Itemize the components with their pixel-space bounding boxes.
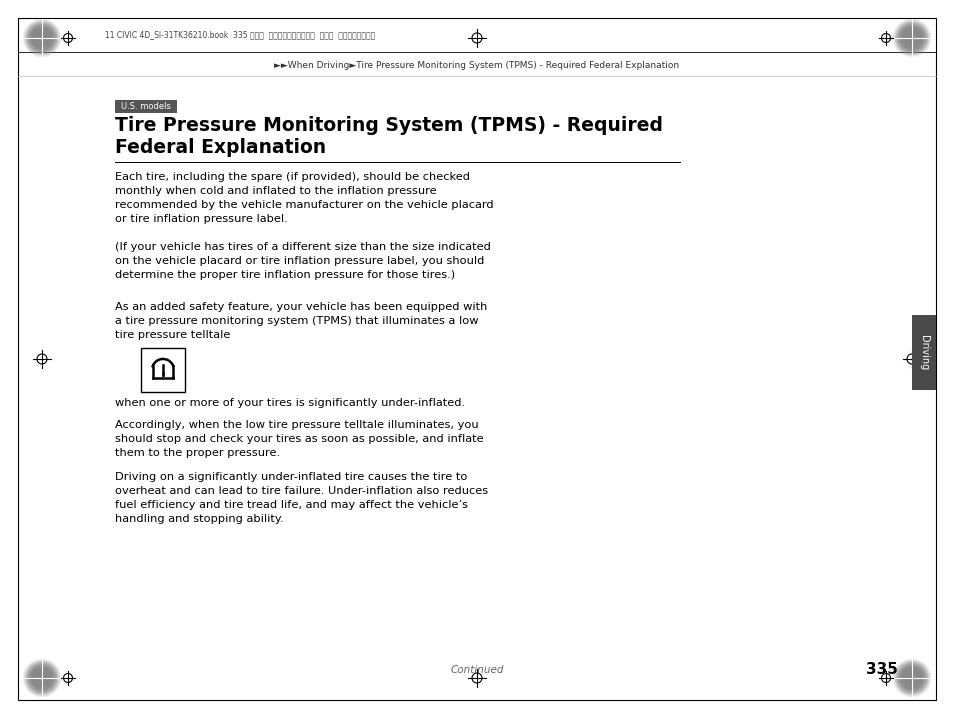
Circle shape: [893, 20, 929, 56]
Circle shape: [900, 667, 922, 689]
Bar: [141, 348, 185, 392]
Circle shape: [902, 29, 920, 46]
Circle shape: [894, 661, 928, 695]
Text: ►►When Driving►Tire Pressure Monitoring System (TPMS) - Required Federal Explana: ►►When Driving►Tire Pressure Monitoring …: [274, 60, 679, 70]
Circle shape: [23, 19, 61, 57]
Circle shape: [906, 673, 916, 683]
Circle shape: [37, 673, 47, 683]
Circle shape: [895, 662, 927, 694]
Circle shape: [35, 671, 49, 684]
Circle shape: [29, 664, 55, 691]
Circle shape: [902, 669, 921, 687]
Circle shape: [25, 21, 59, 55]
Text: Federal Explanation: Federal Explanation: [115, 138, 326, 157]
Circle shape: [30, 666, 54, 691]
Circle shape: [28, 663, 56, 693]
Circle shape: [24, 20, 60, 56]
Circle shape: [900, 27, 922, 49]
Text: As an added safety feature, your vehicle has been equipped with
a tire pressure : As an added safety feature, your vehicle…: [115, 302, 487, 340]
Circle shape: [906, 33, 916, 42]
Text: Tire Pressure Monitoring System (TPMS) - Required: Tire Pressure Monitoring System (TPMS) -…: [115, 116, 662, 135]
Text: 11 CIVIC 4D_SI-31TK36210.book  335 ページ  ２０１４年１月３０日  木曜日  午後１２時１８分: 11 CIVIC 4D_SI-31TK36210.book 335 ページ ２０…: [105, 30, 375, 39]
Circle shape: [40, 36, 44, 40]
Circle shape: [894, 21, 928, 55]
Circle shape: [903, 671, 919, 686]
Circle shape: [904, 671, 918, 684]
Circle shape: [30, 25, 54, 51]
Circle shape: [902, 670, 920, 686]
Circle shape: [36, 32, 48, 44]
Circle shape: [897, 663, 925, 693]
Circle shape: [899, 666, 923, 691]
Text: Each tire, including the spare (if provided), should be checked
monthly when col: Each tire, including the spare (if provi…: [115, 172, 493, 224]
Circle shape: [898, 24, 924, 52]
Circle shape: [34, 31, 50, 45]
Circle shape: [30, 666, 53, 690]
Circle shape: [33, 670, 51, 686]
Circle shape: [902, 29, 921, 47]
Circle shape: [31, 28, 52, 48]
Circle shape: [893, 660, 929, 696]
Circle shape: [35, 32, 49, 45]
Circle shape: [26, 662, 58, 694]
Circle shape: [30, 26, 53, 50]
Text: (If your vehicle has tires of a different size than the size indicated
on the ve: (If your vehicle has tires of a differen…: [115, 242, 491, 280]
Circle shape: [905, 32, 917, 44]
Circle shape: [908, 35, 914, 41]
Circle shape: [903, 31, 919, 45]
Text: when one or more of your tires is significantly under-inflated.: when one or more of your tires is signif…: [115, 398, 465, 408]
Circle shape: [898, 664, 924, 691]
Circle shape: [36, 673, 48, 684]
Circle shape: [896, 663, 926, 694]
Circle shape: [34, 671, 50, 686]
Circle shape: [901, 28, 922, 48]
Circle shape: [907, 34, 915, 42]
Text: Accordingly, when the low tire pressure telltale illuminates, you
should stop an: Accordingly, when the low tire pressure …: [115, 420, 483, 458]
Text: Driving: Driving: [918, 335, 928, 370]
Circle shape: [28, 24, 56, 52]
Circle shape: [892, 19, 930, 57]
Circle shape: [29, 24, 55, 52]
Circle shape: [37, 33, 47, 42]
Bar: [911, 315, 935, 390]
Circle shape: [26, 22, 58, 55]
Circle shape: [39, 35, 45, 41]
Circle shape: [897, 24, 925, 52]
Text: Driving on a significantly under-inflated tire causes the tire to
overheat and c: Driving on a significantly under-inflate…: [115, 472, 488, 524]
Circle shape: [901, 668, 922, 688]
Circle shape: [895, 22, 927, 55]
Circle shape: [39, 675, 45, 681]
Circle shape: [38, 34, 46, 42]
Text: U.S. models: U.S. models: [121, 102, 171, 111]
Circle shape: [33, 29, 51, 46]
Circle shape: [907, 674, 915, 682]
Circle shape: [909, 676, 913, 680]
Circle shape: [27, 663, 57, 694]
Circle shape: [24, 660, 60, 696]
Circle shape: [900, 666, 923, 690]
Circle shape: [31, 27, 53, 49]
Circle shape: [31, 668, 52, 688]
Circle shape: [25, 661, 59, 695]
Circle shape: [909, 36, 913, 40]
Circle shape: [27, 22, 57, 53]
Circle shape: [23, 659, 61, 697]
Circle shape: [32, 29, 51, 47]
Circle shape: [896, 22, 926, 53]
Circle shape: [40, 676, 44, 680]
Circle shape: [32, 669, 51, 687]
Circle shape: [900, 26, 923, 50]
Circle shape: [908, 675, 914, 681]
Circle shape: [905, 673, 917, 684]
Text: 335: 335: [865, 663, 897, 678]
Circle shape: [899, 25, 923, 51]
Bar: [115, 100, 177, 113]
Circle shape: [904, 32, 918, 45]
Circle shape: [892, 659, 930, 697]
Circle shape: [31, 667, 53, 689]
Circle shape: [38, 674, 46, 682]
Text: Continued: Continued: [450, 665, 503, 675]
